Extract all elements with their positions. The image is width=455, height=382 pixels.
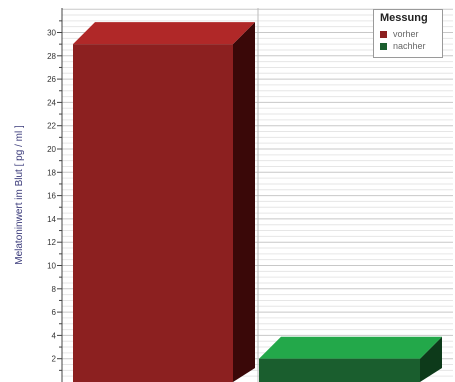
bar-top [259,336,442,359]
y-tick-label: 10 [47,262,56,271]
legend-item-nachher: nachher [380,41,426,51]
y-tick-label: 6 [52,308,57,317]
legend: Messung vorher nachher [373,9,443,58]
legend-label-vorher: vorher [393,29,419,39]
y-tick-label: 20 [47,145,56,154]
y-tick-label: 12 [47,238,56,247]
bar-vorher [73,22,255,382]
y-tick-label: 22 [47,122,56,131]
y-tick-label: 24 [47,98,56,107]
bar-side [420,336,442,382]
y-tick-label: 18 [47,168,56,177]
y-tick-label: 2 [52,355,57,364]
y-tick-label: 26 [47,75,56,84]
bar-front [259,358,420,382]
bar-nachher [259,336,442,382]
y-tick-label: 14 [47,215,56,224]
legend-swatch-nachher [380,43,387,51]
legend-item-vorher: vorher [380,29,419,39]
y-tick-label: 30 [47,29,56,38]
y-tick-label: 8 [52,285,57,294]
y-tick-label: 16 [47,192,56,201]
y-tick-label: 28 [47,52,56,61]
bars [73,22,442,382]
y-tick-label: 4 [52,331,57,340]
bar-front [73,44,233,382]
legend-swatch-vorher [380,31,387,39]
bar-side [233,22,255,382]
bar-top [73,22,255,45]
legend-label-nachher: nachher [393,41,426,51]
legend-title: Messung [380,12,428,24]
y-axis-title: Melatoninwert im Blut [ pg / ml ] [14,125,25,265]
